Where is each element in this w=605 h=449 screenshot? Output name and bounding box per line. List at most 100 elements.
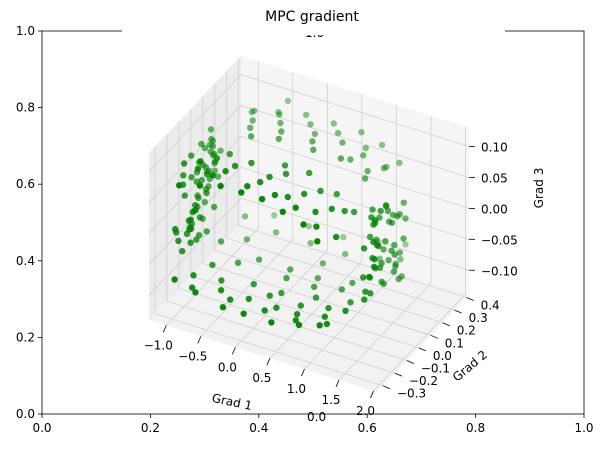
data-point — [266, 173, 273, 181]
data-point — [383, 202, 390, 210]
outer-x-tick-label: 0.6 — [358, 421, 377, 435]
data-point — [244, 183, 251, 190]
x-gridline — [200, 72, 294, 337]
data-point — [234, 259, 242, 266]
data-point — [347, 299, 354, 306]
data-point — [180, 172, 187, 179]
outer-x-tick-label: 0.0 — [32, 421, 51, 435]
data-point — [378, 141, 386, 149]
data-point — [210, 203, 218, 211]
data-point — [380, 246, 387, 253]
data-point — [245, 295, 252, 303]
x-tick-label: 1.5 — [321, 393, 340, 407]
data-point — [219, 304, 227, 311]
data-point — [377, 207, 384, 215]
data-point — [309, 138, 316, 145]
outer-x-tick-label: 0.4 — [249, 421, 268, 435]
data-point — [306, 169, 313, 177]
floor-pane — [149, 223, 469, 392]
data-point — [181, 192, 188, 199]
data-point — [333, 233, 340, 241]
data-point — [203, 228, 210, 235]
y-gridline — [166, 134, 396, 374]
data-point — [341, 207, 348, 215]
data-point — [284, 97, 292, 105]
data-point — [300, 221, 307, 228]
outer-x-tick-label: 0.8 — [466, 421, 485, 435]
data-point — [297, 302, 304, 309]
y-tick — [394, 372, 403, 377]
data-point — [360, 274, 367, 281]
y-tick — [442, 322, 450, 327]
data-point — [292, 317, 299, 324]
z-tick-label: 0.10 — [481, 141, 508, 155]
data-point — [276, 111, 283, 118]
data-point — [392, 260, 399, 268]
x-gridline — [338, 116, 432, 381]
data-point — [284, 193, 291, 201]
x-tick-label: 1.0 — [287, 382, 306, 396]
data-point — [314, 275, 321, 282]
y-tick-label: 0.3 — [469, 311, 488, 325]
data-point — [271, 212, 278, 219]
data-point — [396, 159, 403, 166]
data-point — [189, 284, 196, 291]
data-point — [366, 274, 374, 281]
data-point — [194, 165, 202, 172]
data-point — [283, 274, 290, 282]
data-point — [190, 272, 197, 279]
data-point — [339, 139, 346, 146]
data-point — [247, 133, 255, 140]
data-point — [334, 129, 342, 137]
data-point — [217, 182, 224, 190]
data-point — [349, 279, 356, 287]
data-point — [187, 239, 194, 246]
y-tick — [406, 360, 415, 364]
data-point — [312, 208, 319, 216]
y-tick — [454, 309, 462, 314]
outer-axes-ticks: 0.00.20.40.60.81.00.00.20.40.60.81.01.00… — [16, 24, 594, 435]
data-point — [196, 214, 204, 221]
data-point — [202, 164, 209, 171]
data-point — [364, 167, 371, 175]
data-point — [292, 204, 299, 211]
data-point — [275, 135, 282, 143]
x-gridline — [373, 126, 466, 392]
x-tick — [266, 358, 271, 366]
data-point — [240, 310, 247, 317]
data-point — [330, 120, 337, 127]
data-point — [209, 172, 216, 179]
data-point — [390, 268, 398, 275]
z-gridline — [148, 135, 470, 234]
axes3d-panes — [149, 56, 469, 392]
z-tick-label: −0.10 — [481, 264, 518, 278]
data-point — [370, 238, 377, 246]
data-point — [179, 248, 186, 255]
stray-label: 0.0 — [307, 410, 326, 424]
data-point — [302, 111, 310, 119]
data-point — [361, 296, 368, 303]
scatter-points — [171, 97, 409, 329]
data-point — [347, 156, 354, 163]
data-point — [192, 289, 199, 296]
data-point — [311, 130, 319, 138]
y-tick-label: 0.4 — [481, 299, 500, 313]
data-point — [176, 182, 183, 189]
data-point — [282, 170, 290, 178]
data-point — [400, 199, 407, 206]
data-point — [375, 242, 382, 250]
outer-y-tick-label: 0.0 — [16, 407, 35, 421]
data-point — [175, 237, 182, 245]
data-point — [402, 241, 409, 248]
data-point — [307, 121, 314, 128]
data-point — [312, 294, 320, 301]
y-gridline — [178, 121, 407, 361]
data-point — [400, 235, 407, 242]
data-point — [281, 162, 289, 169]
data-point — [305, 223, 312, 230]
data-point — [360, 245, 368, 252]
axes3d-ticks: −1.0−0.50.00.51.01.52.0−0.3−0.2−0.10.00.… — [144, 141, 518, 418]
y-gridline — [226, 71, 455, 311]
y-tick-label: 0.2 — [457, 324, 476, 338]
